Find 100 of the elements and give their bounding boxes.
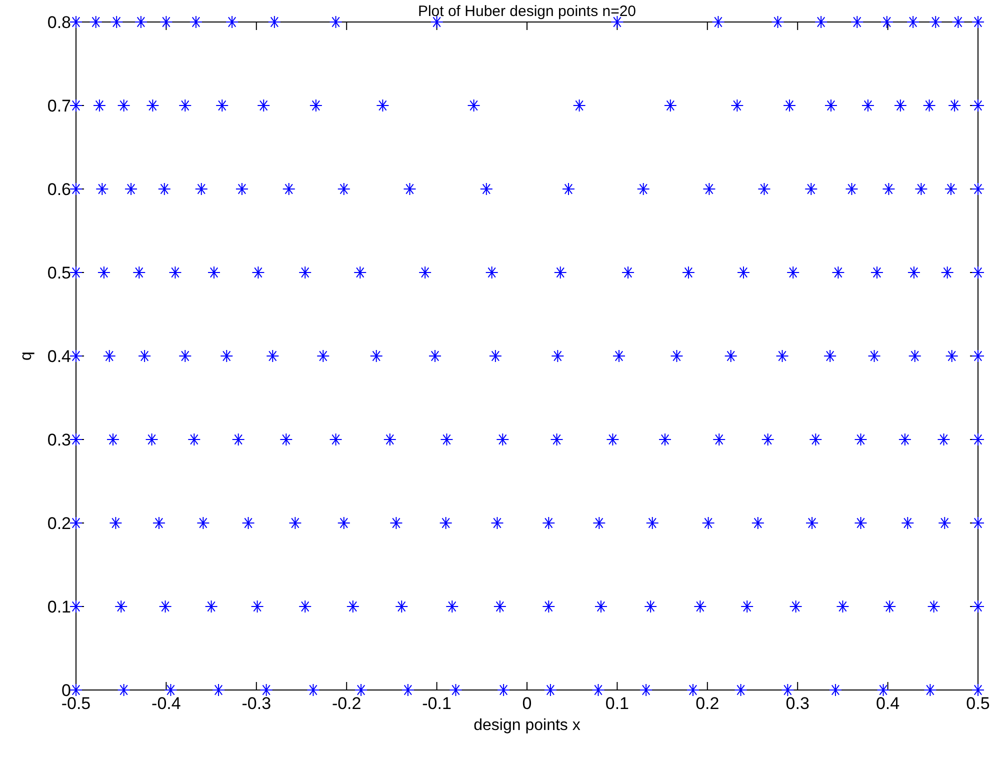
point (376, 99, 390, 112)
point (636, 182, 650, 196)
point (250, 600, 264, 613)
point (401, 684, 414, 696)
point (686, 684, 700, 696)
point (160, 16, 173, 28)
point (880, 16, 894, 28)
point (329, 433, 342, 446)
point (922, 99, 936, 112)
point (898, 433, 912, 446)
point (298, 266, 312, 279)
point (280, 433, 293, 446)
point (972, 182, 984, 196)
point (235, 182, 248, 196)
point (712, 433, 726, 446)
point (70, 433, 82, 446)
chart-title: Plot of Huber design points n=20 (418, 3, 636, 20)
point (403, 182, 416, 196)
point (117, 99, 130, 112)
point (572, 99, 586, 112)
point (592, 684, 605, 696)
point (485, 266, 498, 279)
point (70, 99, 82, 112)
point (908, 350, 922, 362)
x-tick-label: 0.5 (966, 694, 990, 713)
point (789, 600, 802, 613)
point (70, 600, 82, 613)
point (418, 266, 432, 279)
point (232, 433, 245, 446)
point (644, 600, 658, 613)
point (490, 516, 504, 530)
point (901, 516, 914, 530)
point (96, 182, 109, 196)
point (138, 350, 152, 362)
point (907, 266, 920, 279)
point (646, 516, 659, 530)
point (242, 516, 255, 530)
point (702, 516, 715, 530)
point (306, 684, 320, 696)
point (216, 99, 229, 112)
x-tick-label: -0.2 (332, 694, 362, 713)
point (972, 350, 984, 362)
point (158, 600, 172, 613)
point (92, 99, 106, 112)
point (850, 16, 864, 28)
point (117, 684, 130, 696)
x-tick-label: 0.2 (696, 694, 720, 713)
x-tick-label: -0.3 (242, 694, 272, 713)
point (446, 600, 459, 613)
point (288, 516, 302, 530)
point (670, 350, 684, 362)
x-tick-label: 0 (522, 694, 532, 713)
point (927, 600, 940, 613)
point (354, 266, 367, 279)
point (110, 16, 124, 28)
point (194, 182, 208, 196)
point (266, 350, 280, 362)
point (252, 266, 265, 279)
point (562, 182, 575, 196)
point (268, 16, 281, 28)
point (937, 433, 950, 446)
point (640, 684, 653, 696)
point (428, 350, 442, 362)
y-tick-label: 0.4 (47, 347, 71, 366)
point (70, 182, 82, 196)
x-tick-label: 0.3 (786, 694, 810, 713)
point (70, 350, 82, 362)
point (828, 684, 842, 696)
point (876, 684, 890, 696)
point (894, 99, 907, 112)
point (781, 684, 794, 696)
point (134, 16, 148, 28)
point (836, 600, 850, 613)
point (97, 266, 110, 279)
point (329, 16, 342, 28)
point (972, 433, 984, 446)
point (610, 16, 624, 28)
point (70, 266, 82, 279)
point (845, 182, 858, 196)
point (114, 600, 128, 613)
point (694, 600, 707, 613)
point (208, 266, 221, 279)
point (761, 433, 774, 446)
point (178, 99, 192, 112)
point (298, 600, 312, 613)
y-tick-label: 0.5 (47, 264, 71, 282)
point (260, 684, 273, 696)
point (89, 16, 102, 28)
point (740, 600, 754, 613)
point (592, 516, 606, 530)
point (814, 16, 828, 28)
point (870, 266, 884, 279)
point (467, 99, 480, 112)
point (496, 433, 510, 446)
point (383, 433, 396, 446)
point (724, 350, 738, 362)
y-axis-title: q (18, 352, 35, 360)
point (168, 266, 182, 279)
point (164, 684, 178, 696)
point (395, 600, 408, 613)
